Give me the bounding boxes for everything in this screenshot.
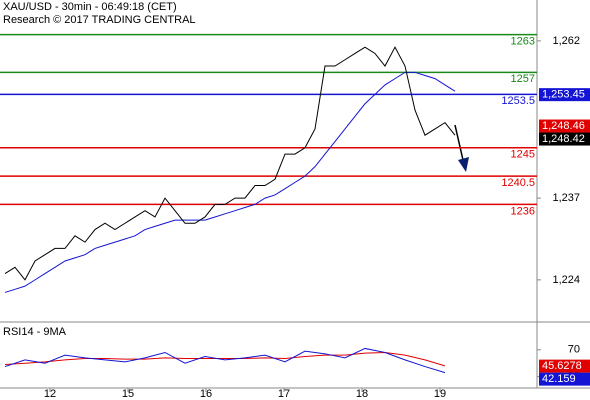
price-tag-label: 1,253.45	[542, 89, 585, 101]
price-tag-label: 1,248.46	[542, 120, 585, 132]
rsi-line	[4, 347, 446, 374]
y-tick-label: 1,237	[552, 192, 580, 204]
x-tick-label: 16	[200, 388, 212, 400]
x-tick-label: 12	[44, 388, 56, 400]
price-tag	[539, 372, 590, 386]
forecast-arrow	[454, 124, 464, 161]
x-tick-label: 15	[122, 388, 134, 400]
forecast-arrow-head	[458, 157, 469, 172]
level-label: 1263	[511, 35, 535, 47]
close-line	[4, 46, 456, 281]
ma-line	[4, 71, 456, 293]
chart-subtitle: Research © 2017 TRADING CENTRAL	[3, 14, 196, 26]
price-tag	[539, 359, 590, 373]
price-tag-label: 1,248.42	[542, 133, 585, 145]
price-tag	[539, 119, 590, 133]
level-label: 1245	[511, 149, 535, 161]
chart-title: XAU/USD - 30min - 06:49:18 (CET)	[3, 1, 177, 13]
level-label: 1240.5	[501, 177, 535, 189]
x-tick-label: 17	[278, 388, 290, 400]
y-tick-label: 1,262	[552, 35, 580, 47]
price-tag	[539, 88, 590, 102]
rsi_ma-line	[4, 351, 446, 367]
level-label: 1236	[511, 205, 535, 217]
y-tick-label: 70	[568, 344, 580, 356]
rsi-title: RSI14 - 9MA	[3, 326, 67, 338]
y-tick-label: 1,224	[552, 274, 580, 286]
level-label: 1257	[511, 73, 535, 85]
level-label: 1253.5	[501, 95, 535, 107]
price-tag	[539, 132, 590, 146]
price-tag-label: 42.159	[542, 373, 576, 385]
x-tick-label: 18	[356, 388, 368, 400]
price-tag-label: 45.6278	[542, 360, 582, 372]
x-tick-label: 19	[434, 388, 446, 400]
